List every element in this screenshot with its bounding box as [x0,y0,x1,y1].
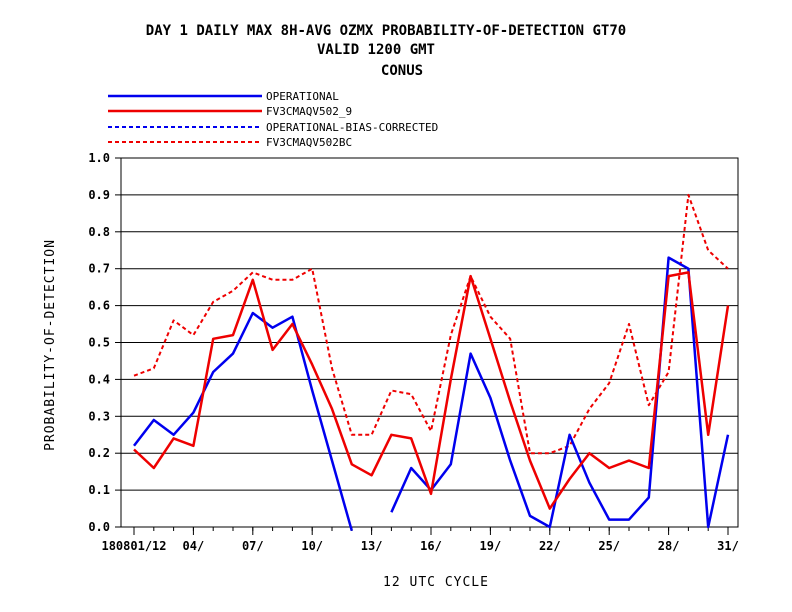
chart-title: DAY 1 DAILY MAX 8H-AVG OZMX PROBABILITY-… [146,23,626,79]
legend-label-operational: OPERATIONAL [266,90,339,103]
y-tick-label: 0.0 [88,520,110,534]
x-tick-label: 180801/12 [101,539,166,553]
series-line-operational [133,311,354,532]
x-axis-label: 12 UTC CYCLE [383,575,489,590]
x-tick-label: 25/ [598,539,620,553]
y-axis-label: PROBABILITY-OF-DETECTION [43,239,58,451]
series-layer [133,193,730,532]
x-tick-label: 22/ [539,539,561,553]
y-tick-label: 0.1 [88,483,110,497]
y-axis: 0.0 0.1 0.2 0.3 0.4 0.5 0.6 0.7 0.8 0.9 1.0 [88,151,121,534]
y-tick-label: 0.8 [88,225,110,239]
chart-title-line-1: DAY 1 DAILY MAX 8H-AVG OZMX PROBABILITY-… [146,23,626,39]
y-tick-label: 0.2 [88,446,110,460]
x-tick-label: 10/ [301,539,323,553]
x-tick-label: 16/ [420,539,442,553]
legend-label-fv3cmaqv502-9: FV3CMAQV502_9 [266,105,352,118]
y-tick-label: 0.5 [88,336,110,350]
y-tick-label: 0.6 [88,299,110,313]
legend: OPERATIONAL FV3CMAQV502_9 OPERATIONAL-BI… [108,90,438,149]
legend-label-operational-bias-corrected: OPERATIONAL-BIAS-CORRECTED [266,121,438,134]
y-tick-label: 0.9 [88,188,110,202]
y-tick-label: 0.3 [88,409,110,423]
chart-title-line-2: VALID 1200 GMT [317,42,435,58]
series-line-fv3cmaqv502-9 [133,271,730,510]
x-tick-label: 19/ [480,539,502,553]
y-tick-label: 0.4 [88,372,110,386]
x-axis: 180801/12 04/07/10/13/16/19/22/25/28/31/ [101,527,739,553]
series-line-fv3cmaqv502bc [133,193,729,455]
x-tick-label: 28/ [658,539,680,553]
x-tick-label: 04/ [183,539,205,553]
x-tick-label: 31/ [717,539,739,553]
y-tick-label: 0.7 [88,262,110,276]
legend-label-fv3cmaqv502bc: FV3CMAQV502BC [266,136,352,149]
x-tick-label: 07/ [242,539,264,553]
x-tick-label: 13/ [361,539,383,553]
series-line-operational [390,256,730,529]
y-tick-label: 1.0 [88,151,110,165]
chart-title-line-3: CONUS [381,63,423,79]
